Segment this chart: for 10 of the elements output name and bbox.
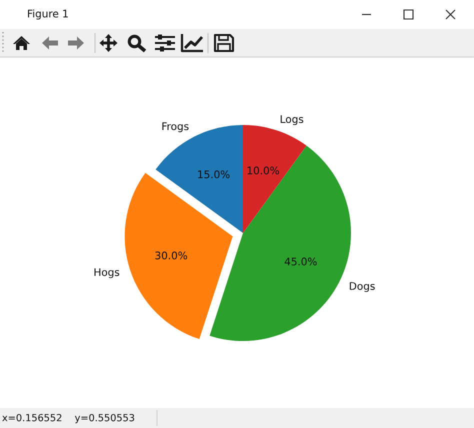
data-label: 30.0% [155,252,188,260]
data-label: 10.0% [248,166,279,174]
text: x=0.156552 y=0.550553 [2,414,134,424]
slice-label: Frogs [162,122,189,132]
slice-label: Dogs [350,282,375,292]
slice-label: Hogs [94,268,120,278]
data-label: 45.0% [284,258,317,266]
slice-label: Logs [280,115,304,126]
data-label: 15.0% [198,170,230,178]
caption: Figure 1 [28,9,68,20]
